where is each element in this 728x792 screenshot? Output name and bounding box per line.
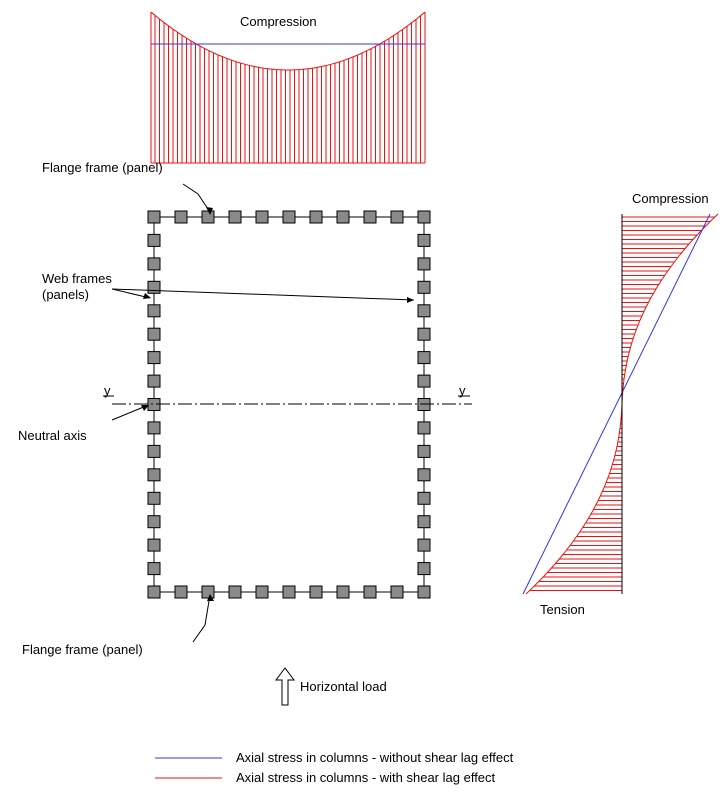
column xyxy=(147,515,161,529)
column xyxy=(417,210,431,224)
neutral-axis-leader xyxy=(111,405,147,421)
column xyxy=(417,421,431,435)
flange-top-arrowhead xyxy=(206,207,213,215)
flange-top-label: Flange frame (panel) xyxy=(42,160,163,175)
column xyxy=(147,468,161,482)
flange-bottom-arrowhead xyxy=(207,594,214,601)
column xyxy=(147,233,161,247)
column xyxy=(147,421,161,435)
web-frames-leader-right xyxy=(111,288,415,301)
column xyxy=(147,444,161,458)
column xyxy=(282,585,296,599)
leader-arrowheads xyxy=(141,207,414,601)
column xyxy=(147,210,161,224)
column xyxy=(147,491,161,505)
column xyxy=(201,585,215,599)
flange-bottom-leader xyxy=(192,594,211,643)
neutral-axis-arrowhead xyxy=(141,405,149,411)
horizontal-load-arrow-icon xyxy=(275,667,295,706)
column xyxy=(417,538,431,552)
column xyxy=(255,585,269,599)
column xyxy=(255,210,269,224)
column xyxy=(417,468,431,482)
column xyxy=(390,585,404,599)
column xyxy=(417,327,431,341)
column xyxy=(417,491,431,505)
column xyxy=(174,585,188,599)
leader-lines xyxy=(111,183,415,643)
column xyxy=(417,257,431,271)
column xyxy=(417,562,431,576)
web-frames-label-line2: (panels) xyxy=(42,287,89,302)
compression-top-label: Compression xyxy=(240,14,317,29)
column xyxy=(417,444,431,458)
column xyxy=(363,585,377,599)
column xyxy=(147,327,161,341)
column xyxy=(417,585,431,599)
legend: Axial stress in columns - without shear … xyxy=(155,750,514,785)
column xyxy=(309,210,323,224)
column xyxy=(336,210,350,224)
column xyxy=(417,280,431,294)
web-stress-distribution xyxy=(529,216,715,591)
web-stress-line-without-shear-lag xyxy=(522,213,711,595)
column xyxy=(282,210,296,224)
web-frames-leader-left xyxy=(111,288,151,299)
column xyxy=(417,304,431,318)
flange-bottom-label: Flange frame (panel) xyxy=(22,642,143,657)
flange-top-leader xyxy=(182,183,211,213)
legend-text-with-shear-lag: Axial stress in columns - with shear lag… xyxy=(236,770,496,785)
column xyxy=(147,304,161,318)
tension-label: Tension xyxy=(540,602,585,617)
column xyxy=(336,585,350,599)
web-frames-label-line1: Web frames xyxy=(42,271,112,286)
column xyxy=(417,233,431,247)
column xyxy=(228,210,242,224)
legend-text-without-shear-lag: Axial stress in columns - without shear … xyxy=(236,750,514,765)
column xyxy=(201,210,215,224)
column xyxy=(417,515,431,529)
web-frames-right-arrowhead xyxy=(407,297,414,303)
horizontal-load-label: Horizontal load xyxy=(300,679,387,694)
column xyxy=(147,351,161,365)
column xyxy=(390,210,404,224)
column xyxy=(147,562,161,576)
axis-y-left-label: y xyxy=(104,383,111,398)
flange-stress-distribution xyxy=(154,15,421,163)
column xyxy=(147,585,161,599)
column xyxy=(309,585,323,599)
axis-y-right-label: y xyxy=(459,383,466,398)
column xyxy=(147,257,161,271)
column xyxy=(363,210,377,224)
perimeter-columns xyxy=(147,210,431,599)
compression-right-label: Compression xyxy=(632,191,709,206)
web-frames-left-arrowhead xyxy=(143,293,151,299)
column xyxy=(228,585,242,599)
neutral-axis-label: Neutral axis xyxy=(18,428,87,443)
column xyxy=(417,351,431,365)
column xyxy=(147,280,161,294)
column xyxy=(174,210,188,224)
column xyxy=(417,374,431,388)
column xyxy=(147,374,161,388)
column xyxy=(147,538,161,552)
